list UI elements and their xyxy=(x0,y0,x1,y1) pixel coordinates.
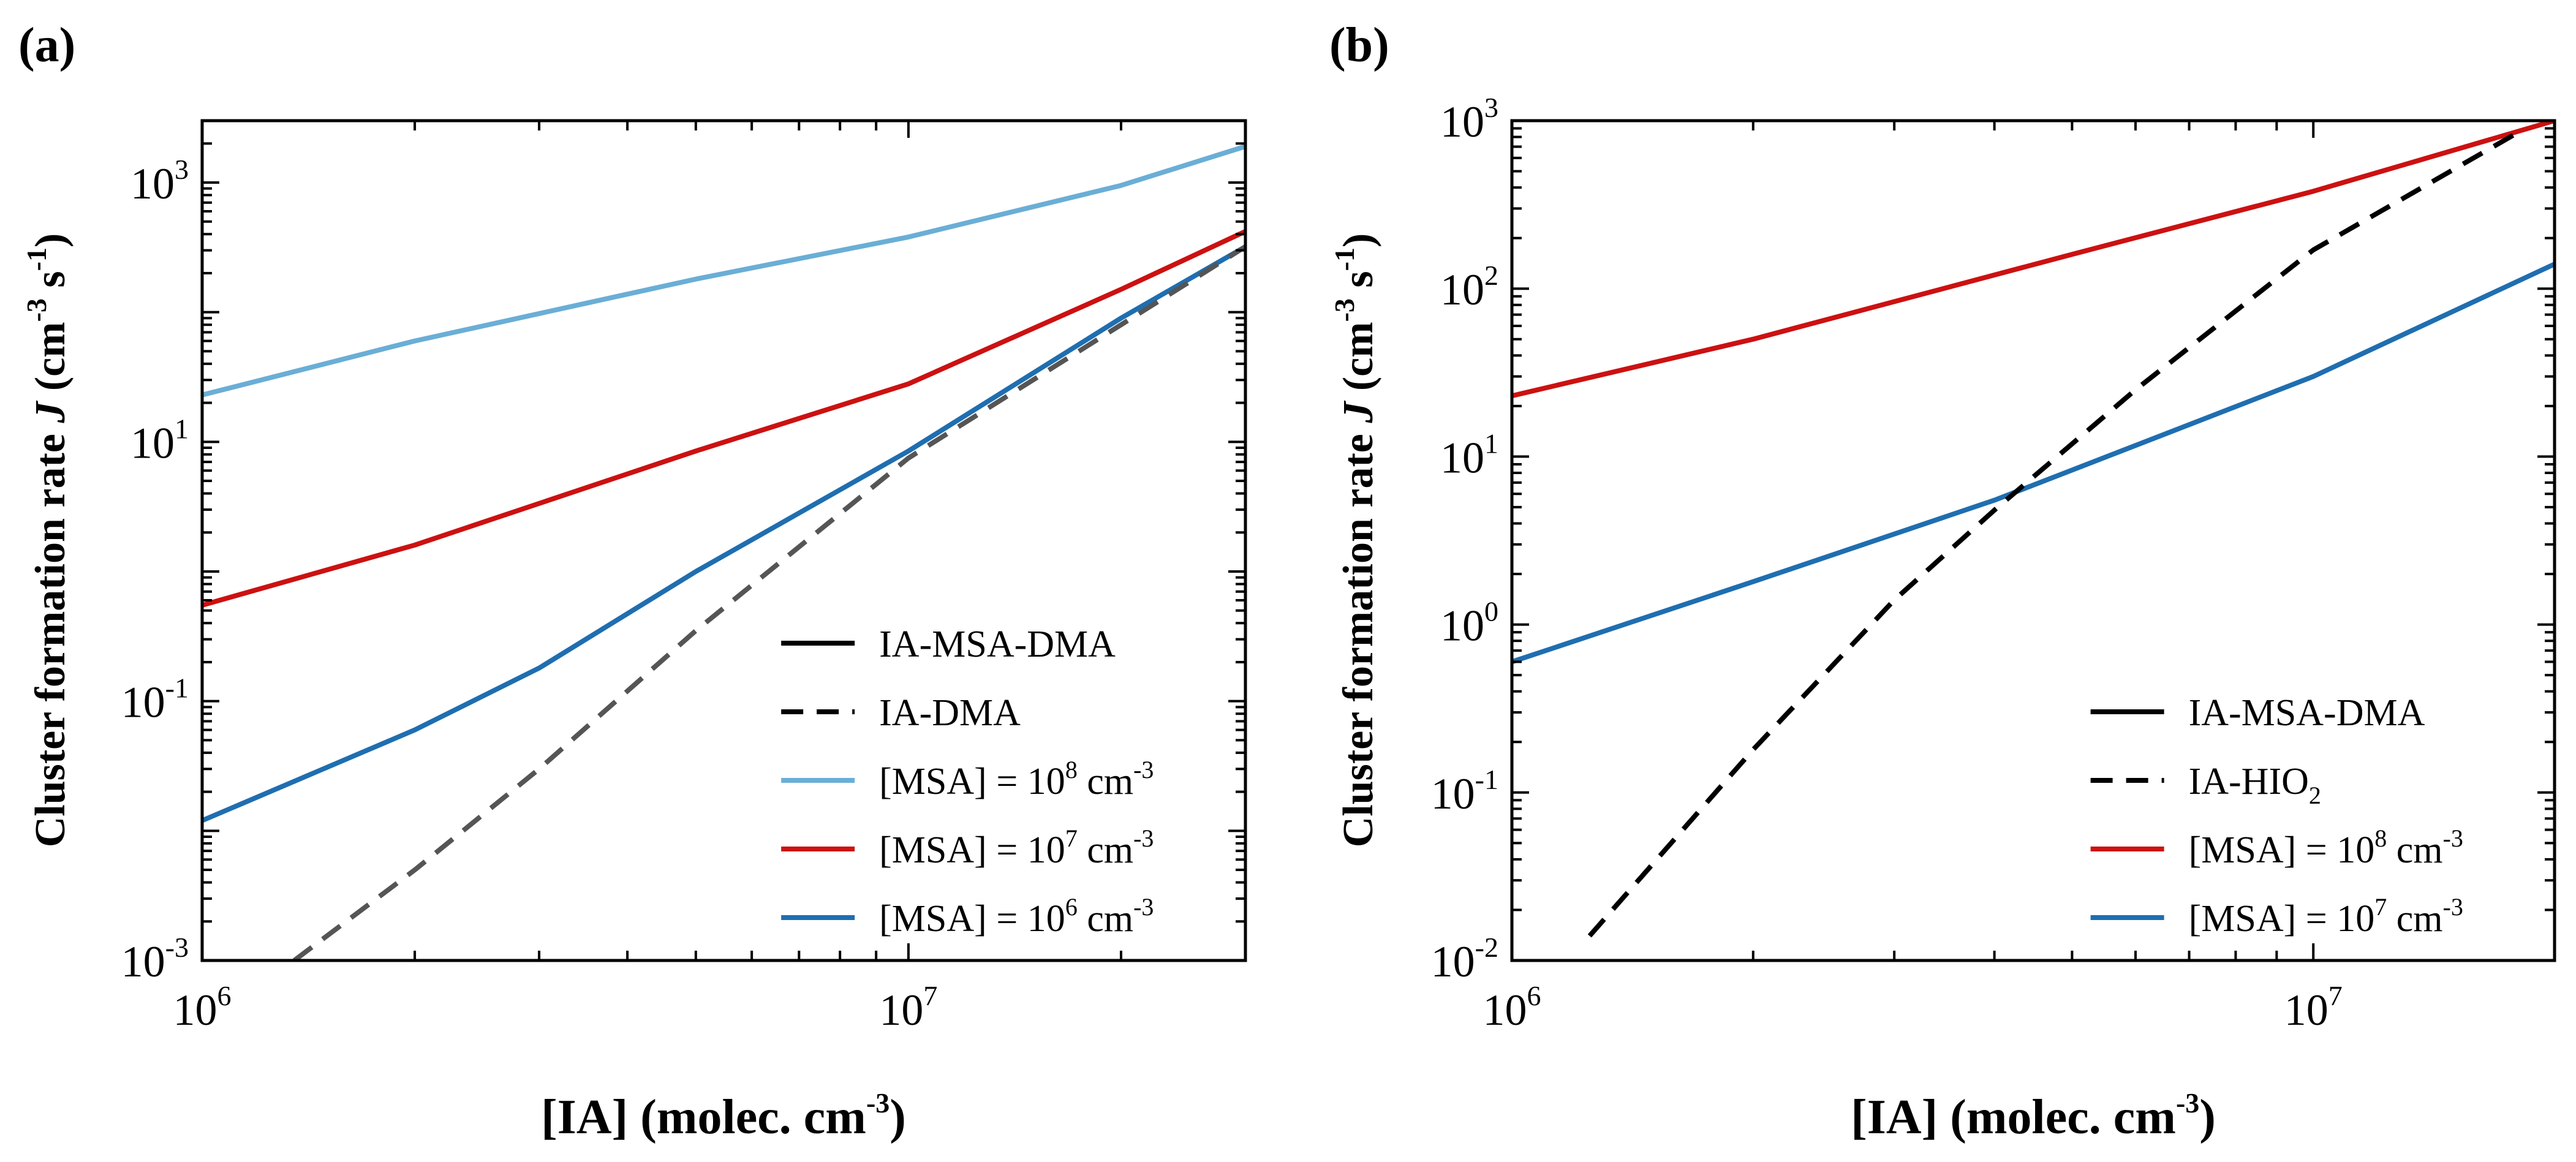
series-line-3 xyxy=(202,244,1245,823)
tick-base: 10 xyxy=(130,418,175,467)
y-tick-label: 10-1 xyxy=(1431,764,1498,818)
y-tick-label: 101 xyxy=(130,413,189,467)
tick-exponent: -1 xyxy=(1475,764,1498,795)
tick-base: 10 xyxy=(1431,769,1475,818)
legend-label: IA-MSA-DMA xyxy=(2189,692,2425,734)
legend-label: [MSA] = 108 cm-3 xyxy=(2189,824,2463,871)
x-axis-label-a: [IA] (molec. cm-3) xyxy=(541,1087,906,1144)
y-tick-label: 10-2 xyxy=(1431,932,1498,986)
panel-label-b: (b) xyxy=(1329,18,1389,72)
tick-base: 10 xyxy=(1440,97,1484,146)
plot-frame xyxy=(200,119,1247,962)
tick-base: 10 xyxy=(2284,986,2329,1035)
tick-exponent: -2 xyxy=(1475,932,1498,963)
x-tick-label: 106 xyxy=(173,980,232,1035)
x-axis-label-b: [IA] (molec. cm-3) xyxy=(1851,1087,2216,1144)
y-tick-label: 102 xyxy=(1440,260,1498,314)
tick-exponent: 1 xyxy=(175,413,189,444)
tick-base: 10 xyxy=(1440,265,1484,314)
series-line-3 xyxy=(1587,130,2520,938)
series-group xyxy=(1512,121,2555,938)
tick-base: 10 xyxy=(121,678,165,727)
legend: IA-MSA-DMA IA-DMA [MSA] = 108 cm-3 [MSA] = … xyxy=(781,624,1154,940)
y-tick-label: 103 xyxy=(1440,92,1498,146)
y-tick-label: 100 xyxy=(1440,596,1498,651)
y-axis-label-a: Cluster formation rate J (cm-3 s-1) xyxy=(21,233,74,848)
tick-base: 10 xyxy=(879,986,923,1035)
legend-label: [MSA] = 108 cm-3 xyxy=(879,756,1154,802)
plot-frame xyxy=(1510,119,2556,962)
y-axis-label-b: Cluster formation rate J (cm-3 s-1) xyxy=(1329,233,1382,848)
chart-panel-a: (a) Cluster formation rate J (cm-3 s-1) … xyxy=(18,18,1247,1144)
tick-exponent: 1 xyxy=(1484,428,1498,459)
tick-base: 10 xyxy=(130,159,175,208)
legend-label: [MSA] = 106 cm-3 xyxy=(879,893,1154,940)
panel-label-a: (a) xyxy=(18,18,75,72)
legend: IA-MSA-DMA IA-HIO2 [MSA] = 108 cm-3 [MSA] =… xyxy=(2090,692,2463,940)
series-line-4 xyxy=(292,244,1245,960)
x-tick-label: 107 xyxy=(879,980,937,1035)
series-line-1 xyxy=(202,144,1245,398)
y-tick-label: 10-3 xyxy=(121,932,189,986)
series-line-1 xyxy=(1512,121,2555,399)
tick-base: 10 xyxy=(1440,433,1484,482)
tick-base: 10 xyxy=(173,986,217,1035)
y-tick-label: 10-1 xyxy=(121,673,189,727)
legend-label: IA-DMA xyxy=(879,692,1021,734)
tick-exponent: 7 xyxy=(923,980,937,1011)
tick-exponent: 2 xyxy=(1484,260,1498,291)
tick-exponent: -1 xyxy=(165,673,189,704)
plot-area-a: 106 10710-310-1101103IA-MSA-DMAIA-DMA[MSA… xyxy=(121,119,1247,1035)
series-line-2 xyxy=(1512,262,2555,665)
tick-base: 10 xyxy=(1483,986,1527,1035)
series-line-2 xyxy=(202,229,1245,608)
series-group xyxy=(202,144,1245,960)
legend-label: [MSA] = 107 cm-3 xyxy=(2189,893,2463,940)
legend-label: [MSA] = 107 cm-3 xyxy=(879,824,1154,871)
y-axis-title: Cluster formation rate J (cm-3 s-1) xyxy=(21,233,74,848)
tick-base: 10 xyxy=(121,937,165,986)
x-axis-title: [IA] (molec. cm-3) xyxy=(541,1087,906,1144)
x-tick-label: 106 xyxy=(1483,980,1541,1035)
tick-base: 10 xyxy=(1431,937,1475,986)
y-tick-label: 101 xyxy=(1440,428,1498,482)
y-tick-label: 103 xyxy=(130,154,189,208)
tick-base: 10 xyxy=(1440,602,1484,651)
tick-exponent: 6 xyxy=(217,980,232,1011)
chart-panel-b: (b) Cluster formation rate J (cm-3 s-1) … xyxy=(1329,18,2556,1144)
plot-area-b: 106 10710-210-1100101102103IA-MSA-DMAIA-H… xyxy=(1431,92,2556,1035)
tick-exponent: 0 xyxy=(1484,596,1498,627)
x-tick-label: 107 xyxy=(2284,980,2343,1035)
x-axis-title: [IA] (molec. cm-3) xyxy=(1851,1087,2216,1144)
tick-exponent: 3 xyxy=(175,154,189,185)
legend-label: IA-MSA-DMA xyxy=(879,624,1116,665)
legend-label: IA-HIO2 xyxy=(2189,761,2321,809)
tick-exponent: 7 xyxy=(2329,980,2343,1011)
tick-exponent: 3 xyxy=(1484,92,1498,123)
tick-exponent: -3 xyxy=(165,932,189,963)
y-axis-title: Cluster formation rate J (cm-3 s-1) xyxy=(1329,233,1382,848)
tick-exponent: 6 xyxy=(1527,980,1541,1011)
